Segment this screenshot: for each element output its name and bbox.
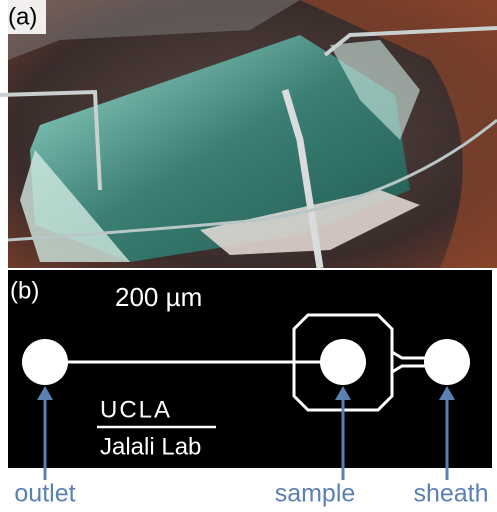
layout-background [8, 270, 492, 468]
scale-bar-label: 200 µm [115, 282, 202, 312]
panel-label: (b) [10, 277, 39, 304]
sheath-port [424, 339, 470, 385]
outlet-port [22, 339, 68, 385]
logo-line: UCLA [100, 396, 172, 423]
photo-panel: (a) [0, 0, 497, 268]
logo-line: Jalali Lab [100, 433, 201, 460]
port-label: outlet [14, 480, 75, 508]
figure: (a) (b) 200 µm UCLA Jalali Lab outlet sa… [0, 0, 497, 512]
panel-label: (a) [8, 3, 37, 30]
sample-port [320, 339, 366, 385]
port-label: sheath [413, 480, 488, 508]
port-label: sample [275, 480, 356, 508]
layout-panel: (b) 200 µm UCLA Jalali Lab [8, 270, 492, 468]
